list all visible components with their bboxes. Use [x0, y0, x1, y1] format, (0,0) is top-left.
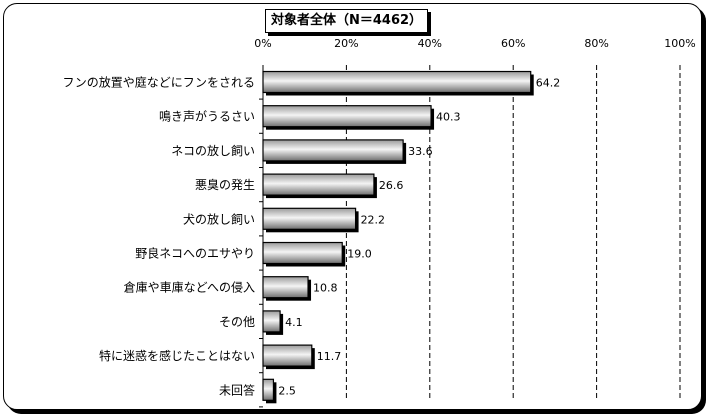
- bar: [262, 173, 375, 196]
- value-label: 26.6: [379, 179, 404, 192]
- x-tick-label: 100%: [664, 37, 695, 50]
- bar: [262, 139, 404, 162]
- category-label: 悪臭の発生: [195, 177, 255, 192]
- value-label: 64.2: [536, 77, 561, 90]
- bar: [262, 207, 357, 230]
- bar: [262, 276, 309, 299]
- bar: [262, 70, 532, 94]
- value-label: 22.2: [361, 213, 386, 226]
- chart-frame: [3, 3, 702, 410]
- x-tick-label: 20%: [334, 37, 358, 50]
- value-label: 11.7: [317, 350, 342, 363]
- value-label: 4.1: [285, 316, 303, 329]
- category-label: 倉庫や車庫などへの侵入: [124, 280, 255, 295]
- category-label: 野良ネコへのエサやり: [135, 246, 255, 261]
- value-label: 2.5: [278, 384, 296, 397]
- bar: [262, 241, 343, 265]
- category-label: 犬の放し飼い: [183, 211, 255, 226]
- category-label: その他: [219, 315, 255, 329]
- value-label: 40.3: [436, 111, 461, 124]
- category-label: ネコの放し飼い: [171, 143, 255, 158]
- value-label: 33.6: [408, 145, 433, 158]
- bar: [262, 105, 432, 128]
- category-label: 鳴き声がうるさい: [159, 109, 255, 124]
- bar: [262, 344, 313, 367]
- x-tick-label: 80%: [584, 37, 608, 50]
- category-label: 未回答: [219, 382, 255, 397]
- x-tick-label: 0%: [254, 37, 271, 50]
- bar: [262, 378, 275, 401]
- bar: [262, 310, 281, 333]
- value-label: 10.8: [313, 282, 338, 295]
- x-tick-label: 40%: [418, 37, 442, 50]
- category-label: フンの放置や庭などにフンをされる: [63, 75, 255, 90]
- value-label: 19.0: [347, 248, 372, 261]
- category-label: 特に迷惑を感じたことはない: [99, 348, 255, 363]
- x-tick-label: 60%: [501, 37, 525, 50]
- chart-title: 対象者全体（N＝4462）: [265, 9, 429, 33]
